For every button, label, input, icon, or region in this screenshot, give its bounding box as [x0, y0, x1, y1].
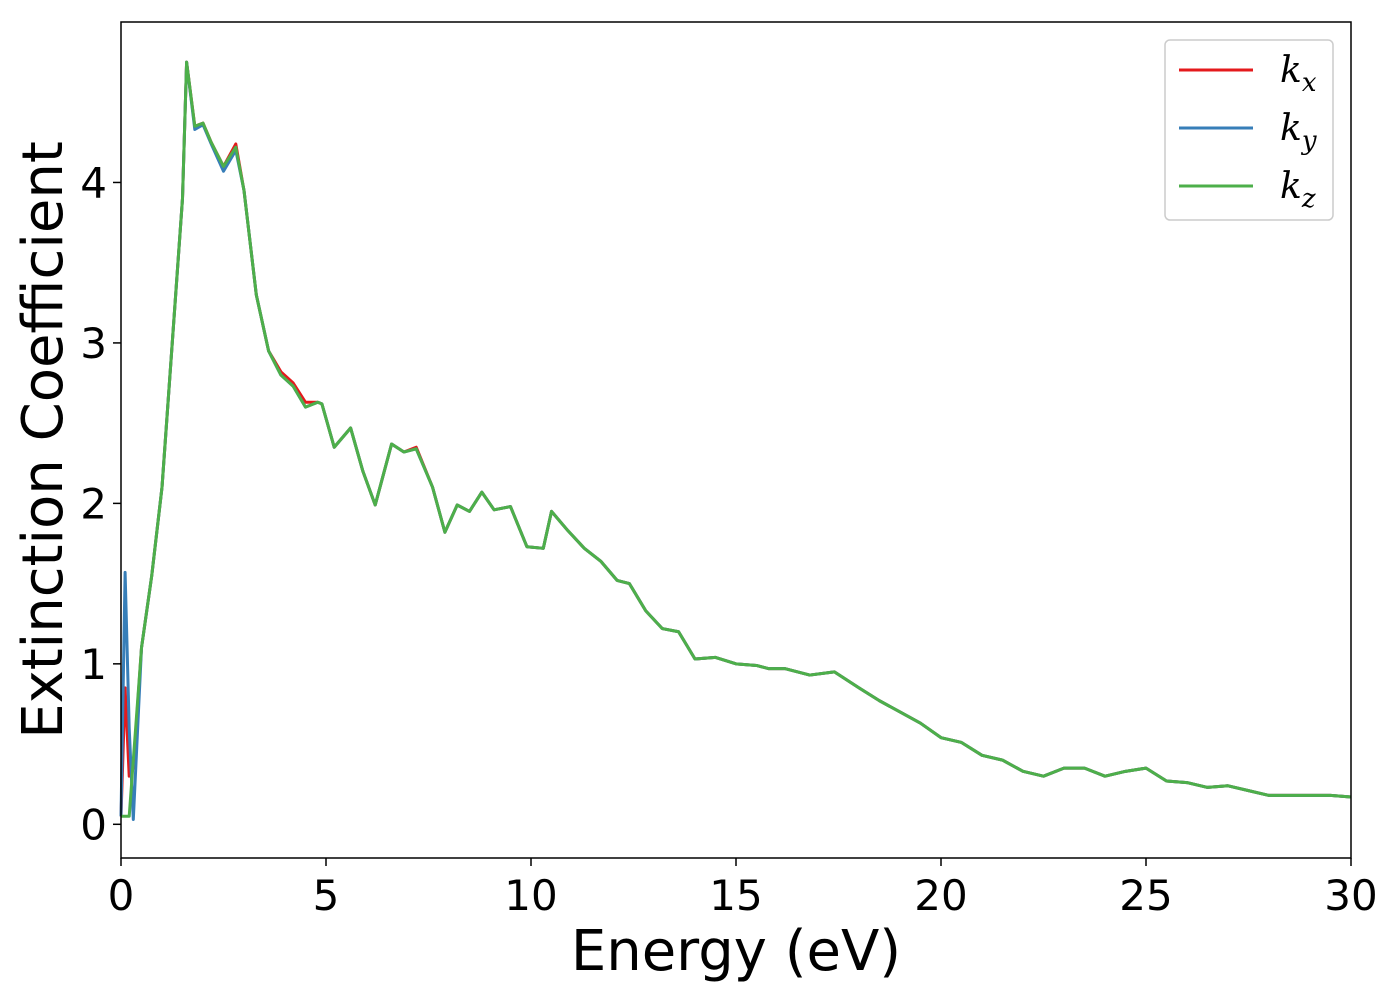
y-tick-label: 0	[80, 800, 107, 849]
y-tick-label: 3	[80, 319, 107, 368]
x-axis-label: Energy (eV)	[571, 919, 901, 984]
y-axis-label: Extinction Coefficient	[11, 141, 76, 739]
x-tick-label: 30	[1324, 871, 1377, 920]
legend-label: ky	[1280, 108, 1317, 156]
plot-frame	[120, 21, 1352, 859]
x-tick-label: 25	[1119, 871, 1172, 920]
legend-label: kx	[1280, 50, 1317, 98]
y-tick-label: 1	[80, 640, 107, 689]
legend-box	[1164, 39, 1334, 221]
x-tick-label: 20	[914, 871, 967, 920]
x-tick-label: 15	[709, 871, 762, 920]
x-tick-label: 0	[108, 871, 135, 920]
series-line	[121, 60, 1352, 818]
legend-label: kz	[1280, 166, 1316, 214]
y-tick-label: 4	[80, 158, 107, 207]
x-tick-label: 10	[504, 871, 557, 920]
y-tick-label: 2	[80, 479, 107, 528]
x-tick-label: 5	[313, 871, 340, 920]
